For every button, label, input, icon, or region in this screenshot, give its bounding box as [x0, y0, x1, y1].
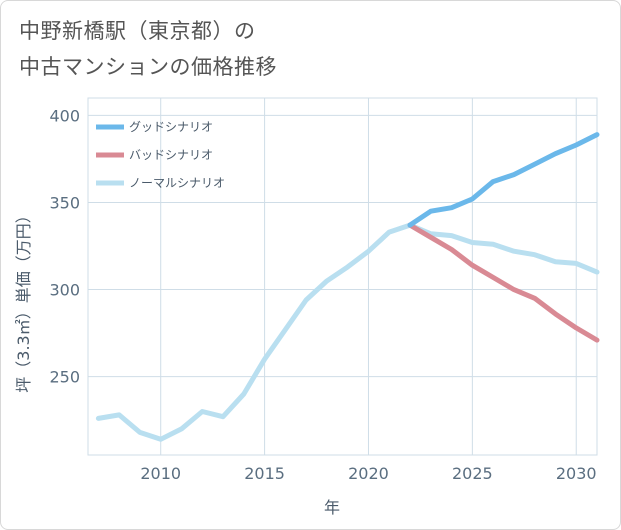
- x-tick-labels: 2010 2015 2020 2025 2030: [140, 464, 596, 483]
- y-tick-label: 300: [49, 281, 80, 300]
- x-tick-label: 2030: [556, 464, 597, 483]
- y-tick-label: 400: [49, 106, 80, 125]
- legend-label-2: ノーマルシナリオ: [129, 176, 225, 190]
- series-line-0: [407, 132, 600, 228]
- grid-lines: [87, 97, 598, 456]
- chart-title: 中野新橋駅（東京都）の 中古マンションの価格推移: [19, 13, 277, 85]
- plot-area-border: [87, 97, 598, 456]
- chart-title-line-2: 中古マンションの価格推移: [19, 55, 277, 79]
- legend-label-1: バッドシナリオ: [129, 148, 213, 162]
- x-tick-label: 2010: [140, 464, 181, 483]
- legend-label-0: グッドシナリオ: [129, 120, 213, 134]
- x-tick-label: 2025: [452, 464, 493, 483]
- x-axis-title: 年: [324, 498, 340, 517]
- series-line-1: [407, 222, 600, 343]
- y-tick-label: 350: [49, 193, 80, 212]
- y-tick-labels: 250 300 350 400: [49, 106, 80, 386]
- series-line-2: [95, 222, 600, 442]
- series-lines: [95, 132, 600, 442]
- y-axis-title: 坪（3.3㎡）単価（万円）: [14, 207, 33, 392]
- y-tick-label: 250: [49, 368, 80, 387]
- chart-title-line-1: 中野新橋駅（東京都）の: [19, 19, 256, 43]
- x-tick-label: 2015: [244, 464, 285, 483]
- x-tick-label: 2020: [348, 464, 389, 483]
